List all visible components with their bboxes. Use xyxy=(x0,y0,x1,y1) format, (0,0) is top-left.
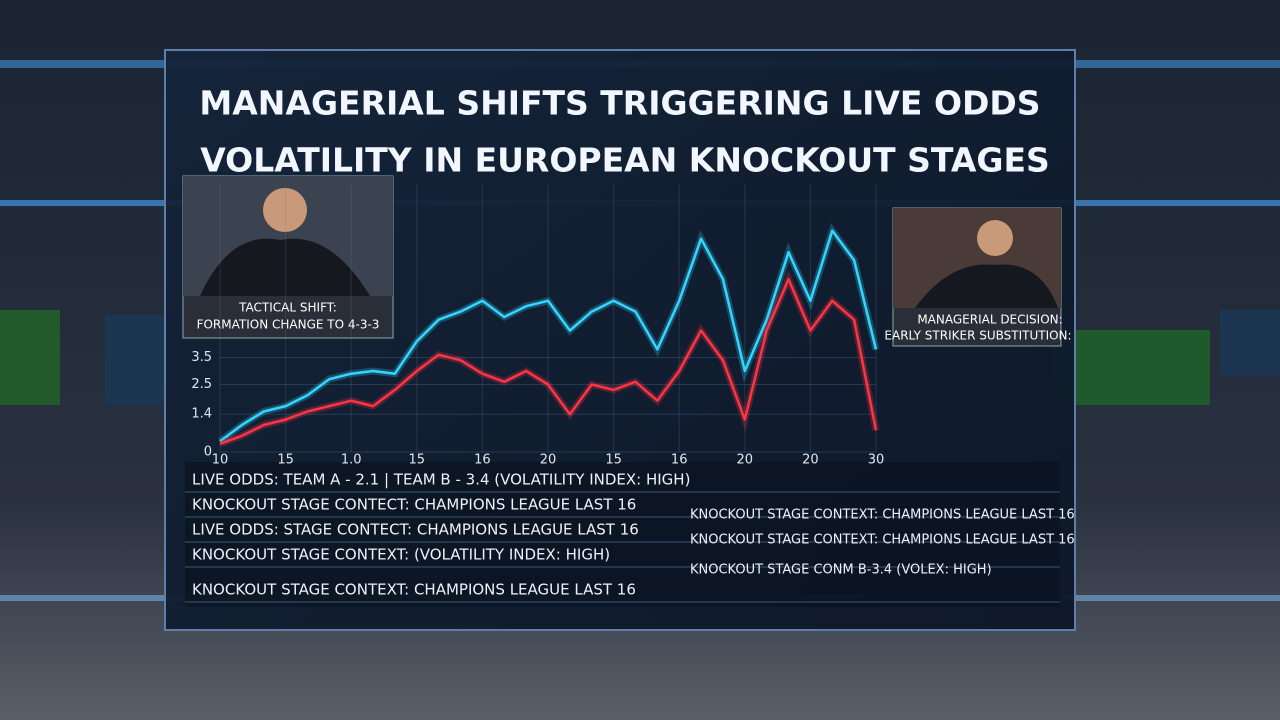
y-tick-label: 2.5 xyxy=(191,377,212,392)
presenter-head xyxy=(977,220,1013,256)
side-monitor xyxy=(105,315,165,405)
series-line xyxy=(219,229,878,443)
title-line: VOLATILITY IN EUROPEAN KNOCKOUT STAGES xyxy=(200,141,1050,180)
ticker-row: KNOCKOUT STAGE CONTEXT: (VOLATILITY INDE… xyxy=(192,546,610,564)
x-tick-label: 30 xyxy=(868,453,885,468)
ticker-row: KNOCKOUT STAGE CONM B-3.4 (VOLEX: HIGH) xyxy=(690,563,992,578)
x-tick-label: 16 xyxy=(671,453,688,468)
ticker-row: LIVE ODDS: TEAM A - 2.1 | TEAM B - 3.4 (… xyxy=(192,471,690,489)
right-inset: MANAGERIAL DECISION: EARLY STRIKER SUBST… xyxy=(884,207,1072,347)
caption: MANAGERIAL DECISION: xyxy=(917,313,1062,327)
x-tick-label: 10 xyxy=(212,453,229,468)
y-tick-label: 3.5 xyxy=(191,350,212,365)
ticker-panel xyxy=(185,462,1060,607)
series-line xyxy=(219,277,878,446)
side-monitor xyxy=(1050,330,1210,405)
presenter-head xyxy=(263,188,307,232)
x-tick-label: 15 xyxy=(409,453,426,468)
presenter xyxy=(200,238,370,296)
caption: EARLY STRIKER SUBSTITUTION: xyxy=(884,329,1071,343)
x-tick-label: 20 xyxy=(802,453,819,468)
caption: TACTICAL SHIFT: xyxy=(238,301,337,315)
x-tick-label: 20 xyxy=(540,453,557,468)
x-tick-label: 20 xyxy=(737,453,754,468)
ticker-row: KNOCKOUT STAGE CONTEXT: CHAMPIONS LEAGUE… xyxy=(192,581,636,599)
x-tick-label: 15 xyxy=(277,453,294,468)
ticker-row: KNOCKOUT STAGE CONTEXT: CHAMPIONS LEAGUE… xyxy=(690,533,1075,548)
ticker-row: LIVE ODDS: STAGE CONTECT: CHAMPIONS LEAG… xyxy=(192,521,639,539)
ticker-row: KNOCKOUT STAGE CONTECT: CHAMPIONS LEAGUE… xyxy=(192,496,636,514)
x-tick-label: 15 xyxy=(605,453,622,468)
x-tick-label: 1.0 xyxy=(341,453,362,468)
y-tick-label: 0 xyxy=(204,445,212,460)
x-tick-label: 16 xyxy=(474,453,491,468)
caption: FORMATION CHANGE TO 4-3-3 xyxy=(197,318,380,332)
left-inset: TACTICAL SHIFT: FORMATION CHANGE TO 4-3-… xyxy=(182,175,394,339)
side-monitor xyxy=(0,310,60,405)
title-line: MANAGERIAL SHIFTS TRIGGERING LIVE ODDS xyxy=(199,84,1040,123)
side-monitor xyxy=(1220,310,1280,375)
y-tick-label: 1.4 xyxy=(191,407,212,422)
ticker-row: KNOCKOUT STAGE CONTEXT: CHAMPIONS LEAGUE… xyxy=(690,508,1075,523)
presenter xyxy=(915,264,1058,308)
